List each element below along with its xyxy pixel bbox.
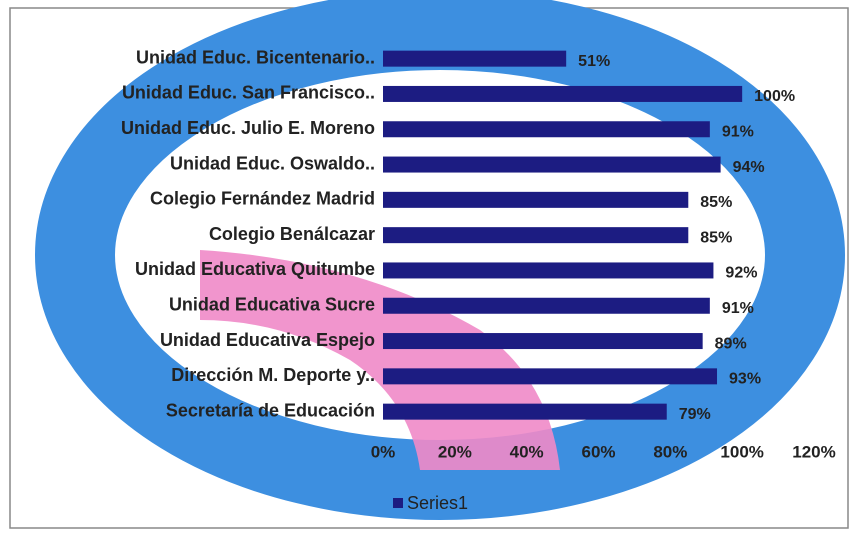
- bar: [383, 333, 703, 350]
- x-tick-label: 60%: [581, 442, 615, 461]
- value-label: 79%: [679, 406, 711, 423]
- y-tick-label: Unidad Educ. Bicentenario..: [136, 47, 375, 67]
- y-tick-label: Colegio Fernández Madrid: [150, 189, 375, 209]
- y-tick-label: Unidad Educativa Sucre: [169, 295, 375, 315]
- y-tick-label: Unidad Educativa Quitumbe: [135, 259, 375, 279]
- x-tick-label: 40%: [510, 442, 544, 461]
- x-tick-label: 0%: [371, 442, 396, 461]
- value-label: 89%: [715, 335, 747, 352]
- value-label: 93%: [729, 371, 761, 388]
- legend-label: Series1: [407, 493, 468, 513]
- bar: [383, 297, 710, 314]
- y-tick-label: Unidad Educ. Oswaldo..: [170, 153, 375, 173]
- value-label: 94%: [733, 159, 765, 176]
- x-tick-label: 100%: [720, 442, 763, 461]
- value-label: 91%: [722, 123, 754, 140]
- bar: [383, 403, 667, 420]
- bar: [383, 85, 743, 102]
- y-tick-label: Secretaría de Educación: [166, 400, 375, 420]
- x-tick-label: 120%: [792, 442, 835, 461]
- bar: [383, 156, 721, 173]
- value-label: 85%: [700, 194, 732, 211]
- value-label: 92%: [725, 265, 757, 282]
- bar: [383, 368, 718, 385]
- legend-swatch: [393, 498, 403, 508]
- y-tick-label: Unidad Educ. Julio E. Moreno: [121, 118, 375, 138]
- bar: [383, 262, 714, 279]
- x-tick-label: 20%: [438, 442, 472, 461]
- blue-ring: [35, 0, 845, 520]
- bar: [383, 191, 689, 208]
- y-tick-label: Dirección M. Deporte y..: [171, 365, 375, 385]
- bar: [383, 121, 710, 138]
- y-tick-label: Unidad Educ. San Francisco..: [122, 83, 375, 103]
- value-label: 85%: [700, 229, 732, 246]
- y-tick-label: Colegio Benálcazar: [209, 224, 375, 244]
- value-label: 100%: [754, 88, 795, 105]
- x-tick-label: 80%: [653, 442, 687, 461]
- y-tick-label: Unidad Educativa Espejo: [160, 330, 375, 350]
- value-label: 51%: [578, 53, 610, 70]
- bar: [383, 227, 689, 244]
- value-label: 91%: [722, 300, 754, 317]
- bar: [383, 50, 567, 67]
